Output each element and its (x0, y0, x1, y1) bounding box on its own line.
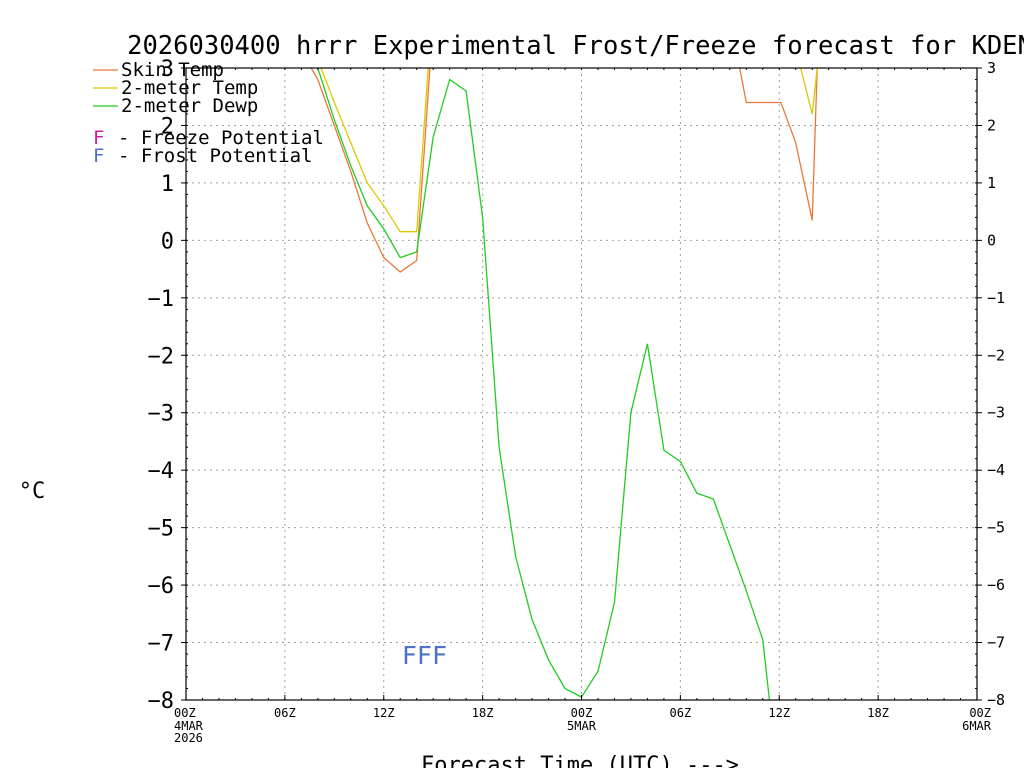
y-tick-label-left: −6 (148, 574, 175, 599)
x-date-label: 6MAR (962, 719, 992, 733)
x-tick-label: 00Z (969, 706, 991, 720)
y-tick-label-right: −5 (987, 519, 1005, 537)
series-line-2-meter-temp (320, 68, 429, 233)
series-lines (310, 68, 818, 700)
x-tick-label: 12Z (768, 706, 790, 720)
series-line-2-meter-dewp (317, 68, 771, 700)
x-tick-label: 18Z (867, 706, 889, 720)
x-tick-label: 12Z (373, 706, 395, 720)
x-tick-label: 06Z (274, 706, 296, 720)
y-tick-label-left: −2 (148, 344, 175, 369)
potential-legend-marker: F (93, 127, 104, 149)
x-date-label: 2026 (174, 731, 203, 745)
y-tick-label-right: −1 (987, 289, 1005, 307)
y-tick-label-right: −3 (987, 404, 1005, 422)
x-tick-label: 18Z (472, 706, 494, 720)
x-tick-label: 06Z (670, 706, 692, 720)
legend-label: 2-meter Dewp (121, 95, 258, 117)
series-line-skin-temp (739, 68, 818, 221)
y-tick-label-left: 0 (161, 229, 174, 254)
frost-potential-marker: FFF (402, 641, 447, 670)
y-tick-label-left: −5 (148, 517, 175, 542)
y-tick-label-left: 2 (161, 114, 174, 139)
x-date-label: 4MAR (174, 719, 204, 733)
x-tick-label: 00Z (571, 706, 593, 720)
potential-markers: FFF (402, 641, 447, 670)
y-tick-label-left: −7 (148, 632, 175, 657)
series-line-2-meter-temp (800, 68, 818, 115)
y-tick-label-left: −8 (148, 689, 175, 714)
series-line-skin-temp (310, 68, 431, 273)
x-axis-label: Forecast Time (UTC) ---> (421, 753, 739, 768)
y-tick-label-right: 1 (987, 174, 996, 192)
axis-ticks: −8 −8 −7 −7 −6 −6 −5 −5 −4 −4 −3 −3 −2 −2 −1 −1 0 0 1 1 2 2 3 3… (148, 57, 1006, 745)
potential-legend-label: - Frost Potential (118, 145, 312, 167)
potential-legend-label: - Freeze Potential (118, 127, 324, 149)
y-tick-label-right: −7 (987, 634, 1005, 652)
y-axis-label: °C (19, 479, 46, 504)
y-tick-label-right: −2 (987, 346, 1005, 364)
y-tick-label-left: −3 (148, 402, 175, 427)
x-date-label: 5MAR (567, 719, 597, 733)
legend-label: Skin Temp (121, 59, 224, 81)
potential-legend-marker: F (93, 145, 104, 167)
y-tick-label-left: −1 (148, 287, 175, 312)
chart-title: 2026030400 hrrr Experimental Frost/Freez… (127, 31, 1024, 61)
legend-label: 2-meter Temp (121, 77, 258, 99)
y-tick-label-right: 2 (987, 116, 996, 134)
y-tick-label-right: −4 (987, 461, 1005, 479)
y-tick-label-left: 1 (161, 172, 174, 197)
y-tick-label-right: 0 (987, 231, 996, 249)
y-tick-label-left: −4 (148, 459, 175, 484)
y-tick-label-right: 3 (987, 59, 996, 77)
y-tick-label-right: −8 (987, 691, 1005, 709)
y-tick-label-left: 3 (161, 57, 174, 82)
x-tick-label: 00Z (174, 706, 196, 720)
y-tick-label-right: −6 (987, 576, 1005, 594)
